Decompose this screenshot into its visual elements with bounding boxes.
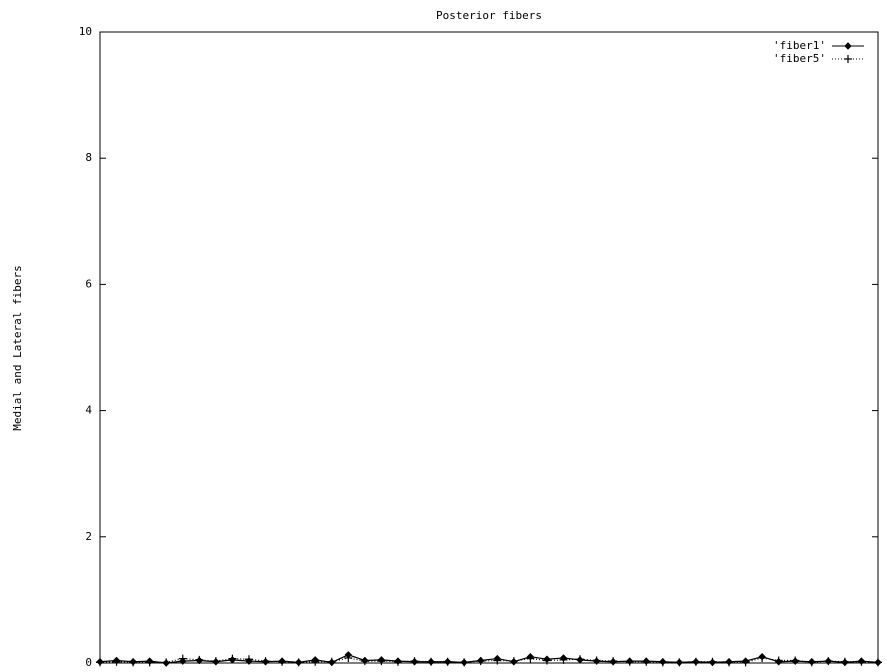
point [96, 658, 104, 667]
y-tick-label: 0 [85, 656, 92, 669]
point [509, 657, 518, 666]
point [195, 655, 204, 664]
point [625, 657, 634, 666]
point [360, 657, 369, 666]
y-tick-label: 4 [85, 404, 92, 417]
y-tick-label: 10 [79, 25, 92, 38]
point [576, 655, 585, 664]
point [559, 655, 568, 664]
point [294, 658, 303, 667]
point [129, 658, 138, 667]
legend-marker [844, 55, 852, 63]
point [807, 658, 816, 667]
point [874, 658, 882, 667]
point [824, 657, 833, 666]
point [344, 653, 353, 662]
point [377, 657, 386, 666]
point [791, 656, 800, 665]
point [162, 658, 171, 667]
point [526, 654, 535, 663]
point [112, 657, 121, 666]
point [493, 656, 502, 665]
point [261, 657, 270, 666]
point [675, 658, 684, 667]
point [840, 657, 849, 666]
point [476, 657, 485, 666]
point [741, 658, 750, 667]
point [642, 657, 651, 666]
point [609, 657, 618, 666]
point [393, 657, 402, 666]
y-tick-label: 6 [85, 277, 92, 290]
chart-title: Posterior fibers [436, 9, 542, 22]
point [542, 656, 551, 665]
point [311, 657, 320, 666]
point [427, 657, 436, 666]
point [145, 658, 154, 667]
series-line [99, 657, 879, 663]
legend-label: 'fiber5' [773, 52, 826, 65]
point [774, 656, 783, 665]
point [228, 654, 237, 663]
plot-frame [99, 31, 879, 664]
point [278, 657, 287, 666]
point [691, 657, 700, 666]
point [725, 658, 734, 667]
point [327, 657, 336, 666]
point [857, 657, 866, 666]
y-tick-label: 2 [85, 530, 92, 543]
point [758, 653, 767, 662]
legend-label: 'fiber1' [773, 39, 826, 52]
point [443, 657, 452, 666]
point [178, 654, 187, 663]
point [708, 657, 717, 666]
point [410, 657, 419, 666]
y-axis-label: Medial and Lateral fibers [11, 265, 24, 431]
point [592, 656, 601, 665]
point [460, 658, 469, 667]
point [658, 658, 667, 667]
y-tick-label: 8 [85, 151, 92, 164]
legend-marker [844, 42, 852, 50]
point [244, 655, 253, 664]
point [211, 657, 220, 666]
